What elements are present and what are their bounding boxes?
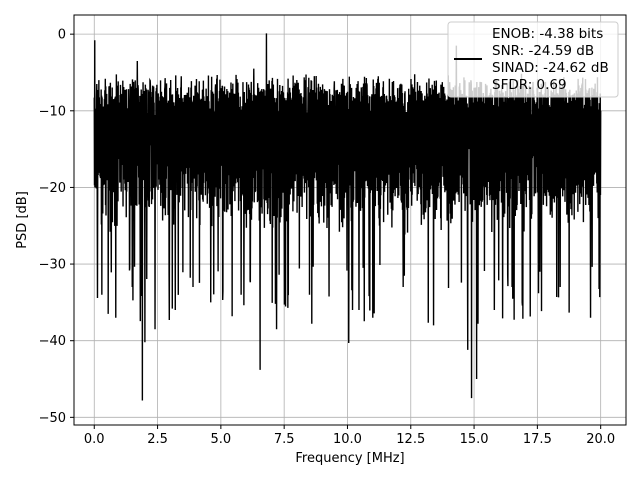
y-tick-label: −10 (39, 104, 66, 119)
y-tick-label: −20 (39, 181, 66, 196)
x-tick-label: 20.0 (586, 432, 615, 447)
y-axis-ticks: 0 −10 −20 −30 −40 −50 (39, 28, 74, 426)
legend-entry-sfdr: SFDR: 0.69 (492, 77, 567, 93)
legend-entry-enob: ENOB: -4.38 bits (492, 26, 603, 42)
legend-box (447, 21, 619, 98)
axes-frame (73, 14, 627, 426)
y-tick-label: −40 (39, 334, 66, 349)
x-tick-label: 12.5 (396, 432, 425, 447)
x-tick-label: 15.0 (460, 432, 489, 447)
psd-trace (93, 33, 602, 401)
y-tick-label: 0 (58, 28, 66, 43)
x-tick-label: 7.5 (274, 432, 295, 447)
x-tick-label: 17.5 (523, 432, 552, 447)
x-axis-ticks: 0.0 2.5 5.0 7.5 10.0 12.5 15.0 17.5 20.0 (84, 425, 615, 447)
psd-series-line (93, 33, 602, 401)
x-tick-label: 10.0 (333, 432, 362, 447)
legend-entry-snr: SNR: -24.59 dB (492, 43, 594, 59)
legend-entry-sinad: SINAD: -24.62 dB (492, 60, 609, 76)
y-tick-label: −50 (39, 411, 66, 426)
legend: ENOB: -4.38 bits SNR: -24.59 dB SINAD: -… (447, 21, 619, 98)
x-tick-label: 2.5 (147, 432, 168, 447)
y-tick-label: −30 (39, 258, 66, 273)
y-axis-label: PSD [dB] (15, 191, 30, 249)
x-axis-label: Frequency [MHz] (295, 451, 404, 466)
x-tick-label: 5.0 (211, 432, 232, 447)
x-tick-label: 0.0 (84, 432, 105, 447)
